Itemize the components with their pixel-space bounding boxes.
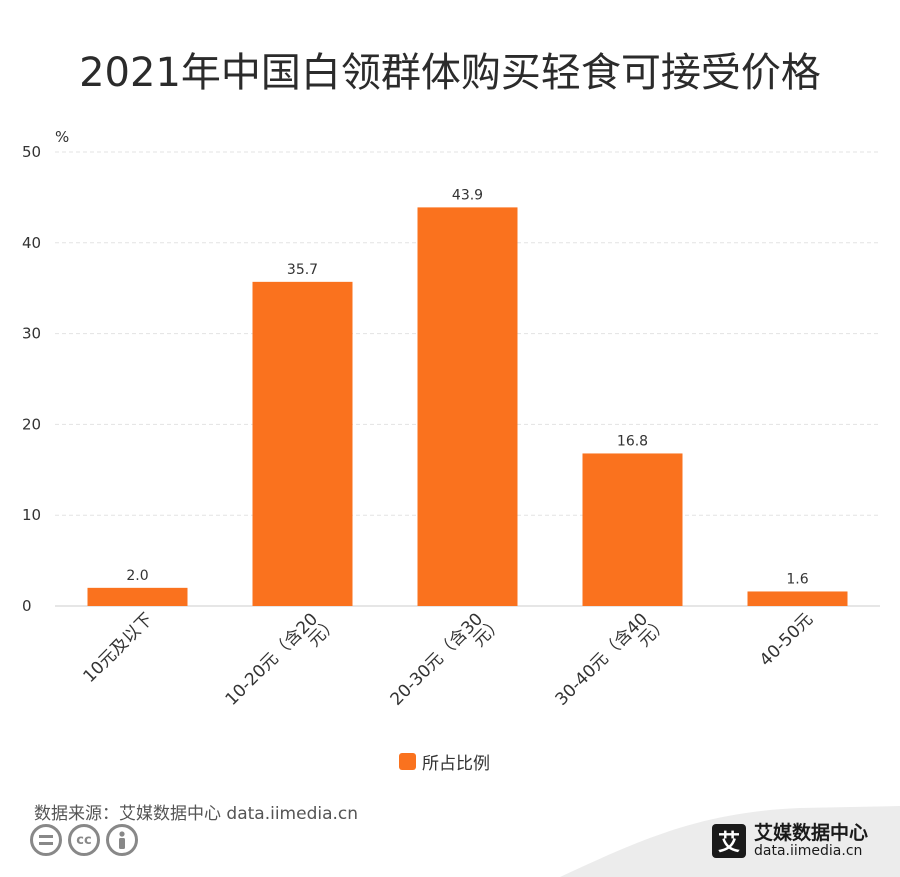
brand-logo: 艾 艾媒数据中心 data.iimedia.cn <box>712 823 868 859</box>
data-label: 35.7 <box>287 262 318 278</box>
bar <box>87 587 188 606</box>
x-tick-label-line: 40-50元 <box>756 609 817 670</box>
data-label: 16.8 <box>617 433 648 449</box>
x-tick-label-line: 10元及以下 <box>80 609 158 687</box>
brand-url: data.iimedia.cn <box>754 843 863 859</box>
bar <box>582 453 683 606</box>
bar <box>252 281 353 606</box>
source-note: 数据来源：艾媒数据中心 data.iimedia.cn <box>34 804 359 824</box>
data-label: 2.0 <box>126 568 148 584</box>
chart-title: 2021年中国白领群体购买轻食可接受价格 <box>79 50 821 96</box>
brand-name: 艾媒数据中心 <box>754 822 869 844</box>
brand-mark: 艾 <box>712 824 746 858</box>
y-tick-label: 20 <box>22 415 41 433</box>
legend: 所占比例 <box>399 749 490 774</box>
person-icon <box>106 824 138 856</box>
equals-icon <box>30 824 62 856</box>
cc-icon: cc <box>68 824 100 856</box>
x-tick-label: 10元及以下 <box>80 609 158 687</box>
y-tick-label: 10 <box>22 506 41 524</box>
y-tick-label: 50 <box>22 143 41 161</box>
x-tick-label-line: 30-40元（含40 <box>552 609 652 709</box>
bar <box>417 207 518 606</box>
x-tick-label: 40-50元 <box>756 609 817 670</box>
y-tick-label: 0 <box>22 597 32 615</box>
x-tick-label-line: 20-30元（含30 <box>387 609 487 709</box>
legend-swatch <box>399 753 416 770</box>
x-tick-label-line: 10-20元（含20 <box>222 609 322 709</box>
data-label: 43.9 <box>452 187 483 203</box>
y-tick-label: 30 <box>22 325 41 343</box>
y-tick-label: 40 <box>22 234 41 252</box>
bar <box>747 591 848 606</box>
license-icons: cc <box>30 824 138 856</box>
y-unit-label: % <box>55 128 69 146</box>
legend-label: 所占比例 <box>422 754 490 774</box>
data-label: 1.6 <box>786 571 808 587</box>
